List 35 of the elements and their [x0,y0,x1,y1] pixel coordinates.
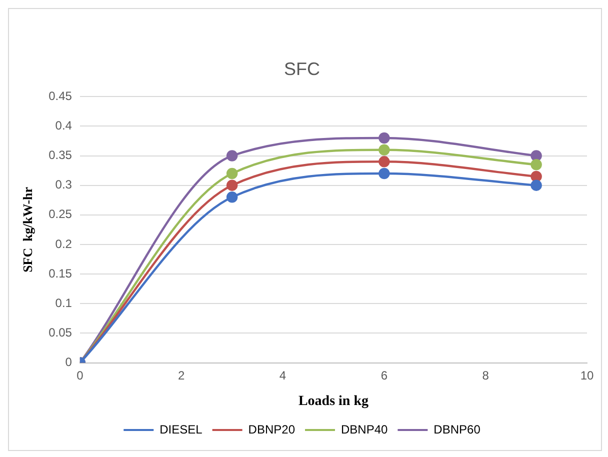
x-tick-label: 10 [580,368,594,382]
x-axis-title: Loads in kg [298,394,368,410]
point [530,170,542,182]
point [530,159,542,170]
point [378,144,390,156]
legend-label: DIESEL [160,422,203,436]
y-tick-label: 0.1 [55,296,72,310]
x-tick-label: 8 [482,368,490,382]
x-tick-label: 0 [76,368,84,382]
point [226,180,238,191]
y-tick-label: 0.05 [48,326,72,340]
x-tick-label: 6 [380,368,388,382]
point [226,168,238,180]
y-tick-label: 0.4 [55,118,72,132]
y-tick-label: 0.3 [55,178,72,192]
point [226,150,238,162]
y-tick-label: 0.25 [48,207,72,222]
point [226,192,238,203]
y-tick-label: 0 [65,355,72,370]
point [378,168,390,180]
chart-title: SFC [284,58,320,79]
y-tick-label: 0.15 [48,266,72,280]
point [530,150,542,162]
x-tick-label: 2 [178,368,186,382]
point [378,132,390,144]
y-axis-title: SFC kg/kW-hr [20,186,36,272]
point [378,156,390,168]
y-tick-label: 0.2 [55,236,72,251]
y-tick-label: 0.35 [48,148,72,162]
legend-label: DBNP20 [248,422,296,436]
y-tick-label: 0.45 [48,88,72,103]
legend-label: DBNP40 [341,422,388,436]
point [530,180,542,191]
legend-label: DBNP60 [434,422,481,436]
x-tick-label: 4 [279,368,286,382]
